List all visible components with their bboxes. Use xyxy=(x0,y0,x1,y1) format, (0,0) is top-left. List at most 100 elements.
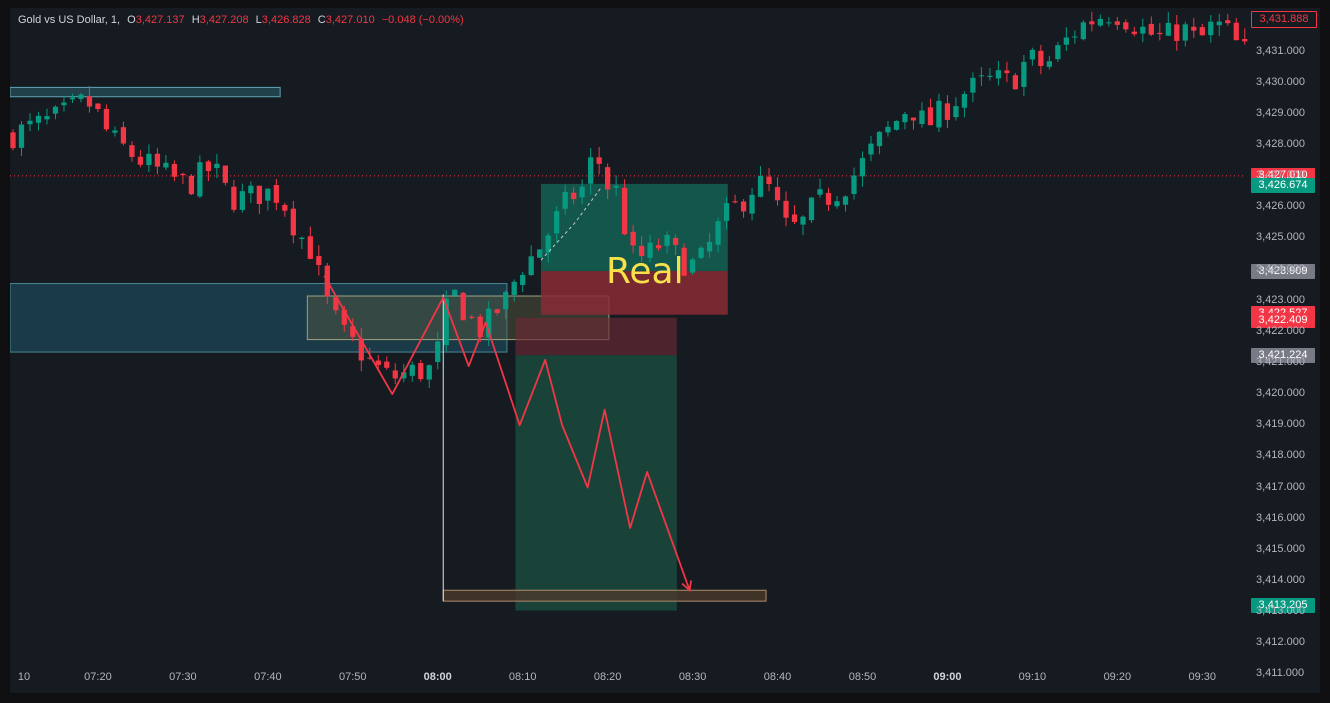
candle-up xyxy=(52,106,59,114)
candle-up xyxy=(1216,21,1222,26)
zone-green-tall[interactable] xyxy=(515,355,677,611)
candle-down xyxy=(1089,21,1095,25)
candle-down xyxy=(103,108,110,130)
candle-down xyxy=(596,157,602,164)
candle-down xyxy=(944,103,951,120)
zone-target-bottom[interactable] xyxy=(442,589,767,602)
candle-up xyxy=(723,203,730,221)
x-tick-label: 08:50 xyxy=(848,671,877,683)
candle-up xyxy=(146,153,152,166)
candle-up xyxy=(689,259,696,273)
candle-up xyxy=(27,120,33,125)
chart-canvas[interactable] xyxy=(10,8,1320,693)
y-tick-label: 3,416.000 xyxy=(1256,511,1305,524)
candle-up xyxy=(970,77,976,93)
candle-up xyxy=(299,237,305,240)
candle-down xyxy=(681,247,687,276)
candle-up xyxy=(520,274,526,286)
candle-down xyxy=(392,370,398,379)
candle-up xyxy=(248,185,254,194)
zone-stop-red[interactable] xyxy=(540,271,728,315)
candle-up xyxy=(1097,18,1103,26)
candle-down xyxy=(273,184,279,203)
candle-up xyxy=(859,158,866,177)
real-annotation-label[interactable]: Real xyxy=(606,251,684,292)
candle-up xyxy=(800,216,806,225)
x-tick-label: 07:50 xyxy=(339,671,367,683)
candle-down xyxy=(188,175,195,195)
candle-down xyxy=(1012,75,1019,90)
open-label: O xyxy=(127,14,136,26)
candle-down xyxy=(477,316,483,338)
zone-red-lower[interactable] xyxy=(515,317,677,356)
candle-up xyxy=(1208,21,1214,36)
candle-up xyxy=(61,102,67,106)
candle-down xyxy=(1114,21,1120,25)
candle-down xyxy=(231,186,237,210)
candle-up xyxy=(579,186,585,198)
candle-up xyxy=(214,163,220,169)
candle-down xyxy=(418,363,424,380)
candle-down xyxy=(655,245,662,249)
candle-down xyxy=(367,357,373,359)
y-tick-label: 3,431.000 xyxy=(1256,44,1305,57)
candle-up xyxy=(1046,61,1053,67)
candle-up xyxy=(1182,24,1188,41)
candle-up xyxy=(978,75,985,77)
candle-down xyxy=(1038,50,1044,66)
candle-down xyxy=(95,103,101,109)
candle-up xyxy=(902,114,908,123)
y-tick-label: 3,418.000 xyxy=(1256,449,1305,462)
price-tag: 3,421.224 xyxy=(1251,347,1315,363)
candle-down xyxy=(1242,38,1248,42)
candle-up xyxy=(588,157,594,184)
candle-up xyxy=(936,100,942,128)
chart-panel[interactable]: Gold vs US Dollar, 1, O3,427.137 H3,427.… xyxy=(10,8,1320,693)
candle-up xyxy=(1072,36,1078,38)
y-tick-label: 3,422.000 xyxy=(1256,324,1305,337)
zone-demand-large[interactable] xyxy=(10,283,508,353)
projection-zigzag[interactable] xyxy=(323,275,691,591)
y-tick-label: 3,414.000 xyxy=(1256,573,1305,586)
candle-down xyxy=(460,292,466,321)
x-tick-label: 07:40 xyxy=(254,671,282,683)
y-tick-label: 3,427.000 xyxy=(1256,169,1305,182)
candle-up xyxy=(842,196,849,205)
y-tick-label: 3,412.000 xyxy=(1256,636,1305,649)
close-value: 3,427.010 xyxy=(325,14,375,26)
close-label: C xyxy=(317,14,326,26)
y-tick-label: 3,430.000 xyxy=(1256,75,1305,88)
candle-down xyxy=(1148,23,1154,35)
candle-down xyxy=(222,165,229,183)
candle-up xyxy=(995,70,1002,79)
candle-down xyxy=(384,361,390,368)
x-tick-label: 08:00 xyxy=(423,671,452,683)
x-tick-label: 07:20 xyxy=(84,671,112,683)
y-tick-label: 3,429.000 xyxy=(1256,106,1305,119)
candle-up xyxy=(706,241,713,252)
candle-up xyxy=(44,116,50,120)
candle-up xyxy=(35,115,42,123)
candle-down xyxy=(1131,31,1137,35)
candle-down xyxy=(205,161,212,172)
candle-down xyxy=(783,200,789,218)
candle-down xyxy=(672,238,679,245)
candle-down xyxy=(1123,22,1129,30)
y-tick-label: 3,419.000 xyxy=(1256,418,1305,431)
candle-up xyxy=(817,189,823,195)
zone-top-left[interactable] xyxy=(10,86,281,98)
candle-up xyxy=(1055,45,1061,60)
candle-up xyxy=(562,191,568,209)
candle-up xyxy=(613,185,619,188)
candle-down xyxy=(1199,27,1205,36)
candle-down xyxy=(137,156,144,165)
candle-up xyxy=(409,364,415,376)
candle-down xyxy=(791,214,798,222)
candle-down xyxy=(774,187,781,201)
candle-up xyxy=(851,175,857,194)
candle-up xyxy=(987,75,993,77)
open-value: 3,427.137 xyxy=(135,14,185,26)
candle-up xyxy=(503,292,509,310)
price-tag: 3,423.909 xyxy=(1251,264,1315,280)
x-tick-label: 09:10 xyxy=(1018,671,1047,683)
